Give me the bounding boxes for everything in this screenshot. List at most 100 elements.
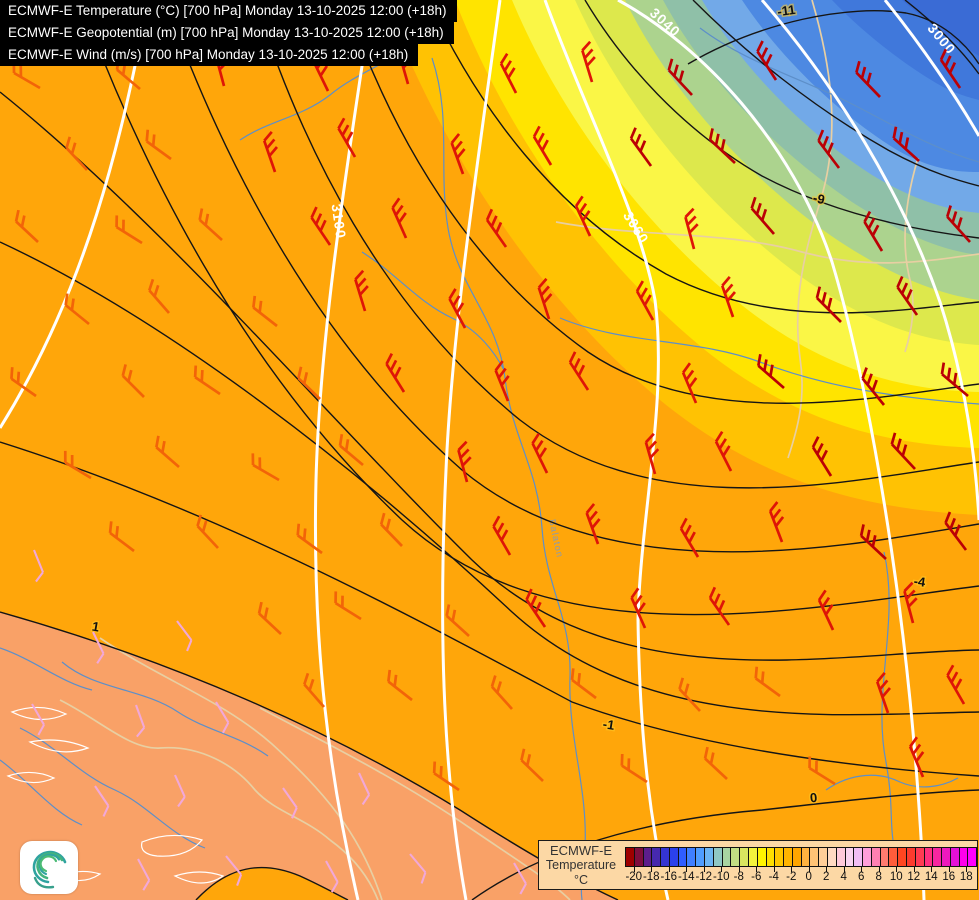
wind-barb (644, 432, 660, 475)
legend-tick (773, 867, 775, 872)
wind-barb (815, 286, 842, 323)
wind-barb (457, 440, 472, 483)
wind-barb (257, 601, 282, 635)
temp-contour-label: -1 (602, 716, 616, 733)
legend-color-cell (731, 848, 741, 866)
temp-band (0, 612, 618, 900)
legend-color-cell (634, 848, 644, 866)
legend-tick-label: 6 (858, 871, 865, 883)
wind-barb (252, 295, 278, 328)
wind-barb (337, 117, 357, 158)
provider-logo[interactable] (20, 841, 78, 894)
legend-color-cell (810, 848, 820, 866)
legend-tick (843, 867, 845, 872)
wind-barb (714, 430, 733, 472)
title-temperature: ECMWF-E Temperature (°C) [700 hPa] Monda… (0, 0, 457, 22)
wind-barb (859, 524, 887, 560)
temp-contour-label: -11 (776, 2, 796, 19)
wind-barb (65, 136, 88, 171)
legend-color-cell (740, 848, 749, 866)
temp-contour-label: -9 (812, 190, 826, 207)
legend-tick (896, 867, 898, 872)
legend-tick-label: -6 (751, 871, 762, 883)
wind-barb (108, 521, 135, 553)
wind-barb (684, 207, 699, 250)
wind-barb (863, 210, 884, 252)
wind-barbs (10, 40, 972, 895)
wind-barb (448, 288, 467, 329)
wind-barb (445, 604, 470, 638)
legend-tick (791, 867, 793, 872)
legend-tick (948, 867, 950, 872)
legend-tick (878, 867, 880, 872)
wind-barb (387, 669, 413, 702)
legend-color-cell (863, 848, 872, 866)
wind-barb (568, 351, 590, 391)
wind-barb (10, 367, 37, 398)
wind-barb (92, 631, 105, 664)
wind-barb (532, 125, 553, 166)
wind-barb (148, 278, 171, 314)
wind-barb (450, 133, 466, 175)
legend-color-cell (933, 848, 943, 866)
wind-barb (817, 589, 835, 631)
wind-barb (629, 127, 653, 167)
wind-barb (354, 269, 369, 312)
wind-barb (703, 746, 728, 780)
wind-barb (768, 501, 785, 543)
wind-barb (875, 672, 892, 714)
wind-barb (282, 787, 298, 819)
wind-barb (215, 701, 230, 734)
wind-barb (145, 129, 172, 161)
legend-color-cell (836, 848, 846, 866)
wind-barb (756, 40, 778, 81)
legend-color-cell (819, 848, 828, 866)
wind-barb (513, 862, 527, 895)
wind-barb (944, 511, 968, 551)
wind-barb (681, 362, 698, 404)
wind-barb (525, 588, 547, 628)
wind-barb (585, 503, 601, 545)
legend-tick-label: -4 (768, 871, 779, 883)
wind-barb (358, 772, 371, 806)
wind-barb (708, 586, 731, 626)
legend-color-cell (696, 848, 706, 866)
wind-barb (499, 52, 518, 94)
legend-color-cell (942, 848, 951, 866)
map-title-block: ECMWF-E Temperature (°C) [700 hPa] Monda… (0, 0, 457, 66)
legend-tick (931, 867, 933, 872)
legend-tick (826, 867, 828, 872)
wind-barb (635, 280, 655, 321)
legend-tick-label: 18 (959, 871, 973, 883)
wind-barb (908, 736, 925, 778)
wind-barb (432, 761, 460, 792)
legend-color-cell (652, 848, 662, 866)
wind-barb (754, 666, 781, 698)
legend-tick (703, 867, 705, 872)
legend-color-cell (669, 848, 679, 866)
wind-barb (757, 353, 785, 390)
temperature-legend: ECMWF-E Temperature °C -20 -18 -16 -14 -12 -1… (538, 840, 978, 890)
legend-color-cell (854, 848, 864, 866)
wind-barb (490, 675, 514, 710)
legend-color-cell (757, 848, 767, 866)
wind-barb (225, 855, 243, 886)
legend-tick-label: -12 (695, 871, 713, 883)
legend-color-cell (968, 848, 977, 866)
legend-tick-label: 12 (907, 871, 921, 883)
wind-barb (297, 366, 321, 400)
title-geopotential: ECMWF-E Geopotential (m) [700 hPa] Monda… (0, 22, 457, 44)
wind-barb (492, 515, 512, 556)
legend-tick-label: -20 (625, 871, 643, 883)
legend-color-cell (871, 848, 881, 866)
temp-contour-label: 0 (809, 790, 818, 806)
legend-tick (668, 867, 670, 872)
wind-barb (385, 353, 406, 393)
legend-color-cell (915, 848, 925, 866)
legend-color-cell (678, 848, 688, 866)
wind-barb (485, 208, 508, 248)
legend-color-cell (643, 848, 653, 866)
wind-barb (338, 433, 364, 467)
wind-barb (196, 514, 219, 549)
